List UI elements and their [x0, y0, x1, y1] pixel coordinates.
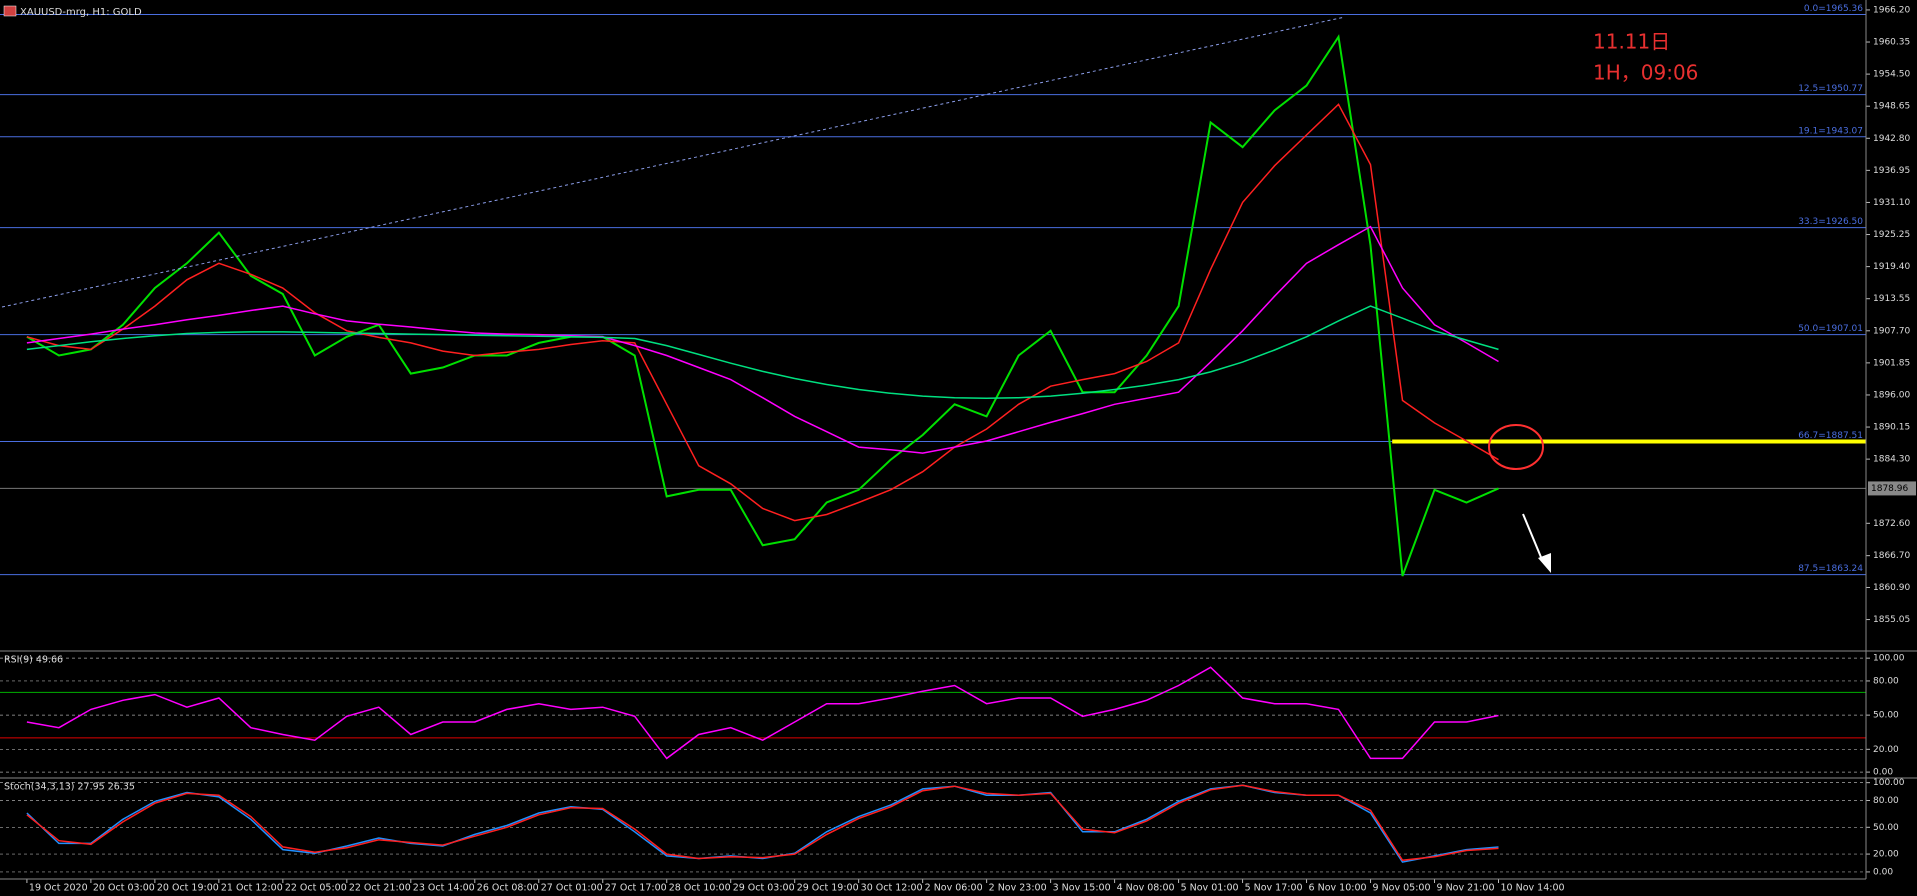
fib-label: 0.0=1965.36: [1804, 4, 1863, 14]
y-tick-label: 1890.15: [1873, 423, 1910, 433]
y-tick-label: 20.00: [1873, 745, 1899, 755]
x-tick-label: 26 Oct 08:00: [477, 883, 539, 894]
x-tick-label: 23 Oct 14:00: [413, 883, 475, 894]
x-tick-label: 10 Nov 14:00: [1500, 883, 1564, 894]
series-line: [26, 784, 1499, 862]
series-line: [26, 103, 1499, 522]
x-tick-label: 27 Oct 17:00: [605, 883, 667, 894]
y-tick-label: 80.00: [1873, 796, 1899, 806]
y-tick-label: 1866.70: [1873, 551, 1910, 561]
x-tick-label: 28 Oct 10:00: [669, 883, 731, 894]
fib-label: 33.3=1926.50: [1798, 217, 1863, 227]
x-tick-label: 9 Nov 21:00: [1437, 883, 1495, 894]
x-tick-label: 29 Oct 03:00: [733, 883, 795, 894]
series-line: [26, 305, 1499, 400]
x-tick-label: 2 Nov 23:00: [989, 883, 1047, 894]
annotation: 1H，09:06: [1593, 61, 1698, 85]
series-line: [26, 666, 1499, 760]
highlight-circle: [1488, 424, 1544, 470]
series-line: [26, 225, 1499, 454]
x-tick-label: 27 Oct 01:00: [541, 883, 603, 894]
y-tick-label: 1936.95: [1873, 166, 1910, 176]
x-tick-label: 2 Nov 06:00: [925, 883, 983, 894]
fib-label: 66.7=1887.51: [1798, 431, 1863, 441]
y-tick-label: 80.00: [1873, 676, 1899, 686]
trend-line: [1, 16, 1346, 308]
y-tick-label: 0.00: [1873, 768, 1893, 778]
y-tick-label: 1919.40: [1873, 262, 1910, 272]
x-tick-label: 6 Nov 10:00: [1309, 883, 1367, 894]
y-tick-label: 1896.00: [1873, 390, 1910, 400]
y-tick-label: 1907.70: [1873, 326, 1910, 336]
x-tick-label: 21 Oct 12:00: [221, 883, 283, 894]
y-tick-label: 20.00: [1873, 850, 1899, 860]
y-tick-label: 1960.35: [1873, 38, 1910, 48]
annotation: 11.11日: [1593, 30, 1670, 54]
x-tick-label: 20 Oct 19:00: [157, 883, 219, 894]
y-tick-label: 100.00: [1873, 778, 1905, 788]
x-tick-label: 22 Oct 21:00: [349, 883, 411, 894]
current-price-box: [1868, 481, 1916, 496]
x-tick-label: 4 Nov 08:00: [1117, 883, 1175, 894]
panel-title: RSI(9) 49.66: [4, 655, 63, 666]
x-tick-label: 3 Nov 15:00: [1053, 883, 1111, 894]
y-tick-label: 100.00: [1873, 654, 1905, 664]
y-tick-label: 1954.50: [1873, 70, 1910, 80]
x-tick-label: 5 Nov 17:00: [1245, 883, 1303, 894]
y-tick-label: 50.00: [1873, 823, 1899, 833]
y-tick-label: 1966.20: [1873, 5, 1910, 15]
symbol-icon: [3, 5, 17, 17]
x-tick-label: 20 Oct 03:00: [93, 883, 155, 894]
x-tick-label: 5 Nov 01:00: [1181, 883, 1239, 894]
y-tick-label: 1931.10: [1873, 198, 1910, 208]
fib-label: 19.1=1943.07: [1798, 126, 1863, 136]
fib-label: 12.5=1950.77: [1798, 84, 1863, 94]
y-tick-label: 1913.55: [1873, 294, 1910, 304]
current-price-label: 1878.96: [1871, 484, 1908, 494]
y-tick-label: 1855.05: [1873, 615, 1910, 625]
x-tick-label: 30 Oct 12:00: [861, 883, 923, 894]
y-tick-label: 1872.60: [1873, 519, 1910, 529]
x-tick-label: 22 Oct 05:00: [285, 883, 347, 894]
fib-label: 50.0=1907.01: [1798, 324, 1863, 334]
chart-title: XAUUSD-mrg, H1: GOLD: [20, 7, 142, 18]
y-tick-label: 50.00: [1873, 711, 1899, 721]
y-tick-label: 0.00: [1873, 867, 1893, 877]
series-line: [26, 34, 1499, 577]
fib-label: 87.5=1863.24: [1798, 564, 1863, 574]
y-tick-label: 1948.65: [1873, 102, 1910, 112]
y-tick-label: 1860.90: [1873, 583, 1910, 593]
panel-title: Stoch(34,3,13) 27.95 26.35: [4, 782, 135, 793]
arrow-head: [1538, 553, 1551, 573]
y-tick-label: 1884.30: [1873, 455, 1910, 465]
y-tick-label: 1901.85: [1873, 358, 1910, 368]
x-tick-label: 9 Nov 05:00: [1373, 883, 1431, 894]
y-tick-label: 1942.80: [1873, 134, 1910, 144]
arrow-shaft: [1522, 513, 1544, 563]
x-tick-label: 19 Oct 2020: [29, 883, 88, 894]
x-tick-label: 29 Oct 19:00: [797, 883, 859, 894]
y-tick-label: 1925.25: [1873, 230, 1910, 240]
